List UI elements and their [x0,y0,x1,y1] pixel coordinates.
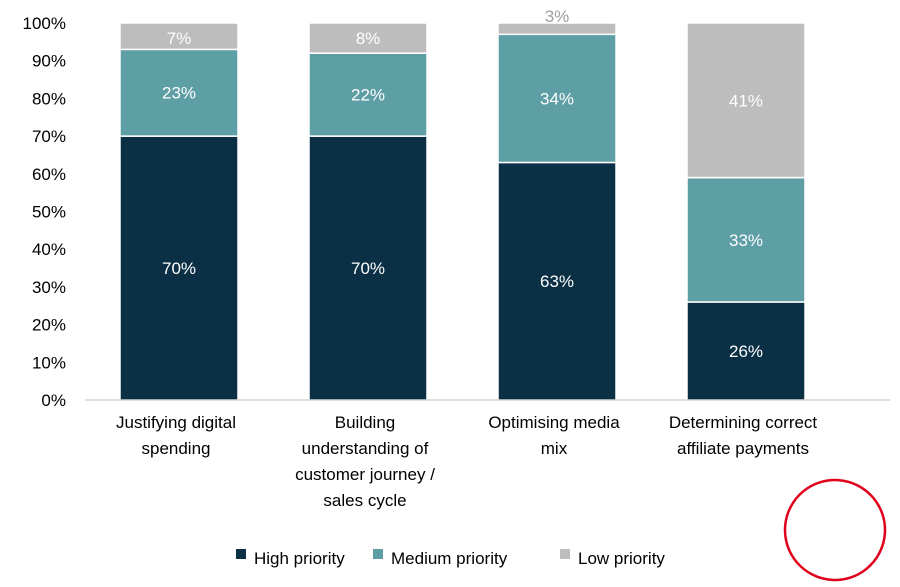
bar-segment-low-priority [497,22,617,36]
bar-segment-high-priority [119,135,239,401]
data-label: 33% [729,231,763,250]
y-tick-label: 40% [32,240,66,259]
y-tick-label: 10% [32,353,66,372]
category-label: affiliate payments [677,439,809,458]
y-tick-label: 60% [32,165,66,184]
y-tick-label: 100% [23,14,66,33]
data-label: 63% [540,272,574,291]
y-tick-label: 50% [32,203,66,222]
category-label: Determining correct [669,413,818,432]
bar-segment-medium-priority [119,48,239,137]
data-label: 3% [545,7,570,26]
y-tick-label: 80% [32,89,66,108]
y-tick-label: 70% [32,127,66,146]
bar-segment-low-priority [686,22,806,179]
data-label: 23% [162,84,196,103]
category-label: Optimising media [488,413,620,432]
logo-ring [783,478,887,582]
data-label: 70% [351,259,385,278]
legend: High priority Medium priority Low priority [236,549,665,568]
bar-segment-high-priority [308,135,428,401]
category-label: Justifying digital [116,413,236,432]
legend-swatch [560,549,570,559]
legend-label: Low priority [578,549,665,568]
bar-segment-low-priority [119,22,239,51]
econsultancy-logo: Econsultancy Achieve Digital Excellence™ [783,478,887,582]
category-label: sales cycle [323,491,406,510]
bar-segment-medium-priority [497,33,617,164]
category-label: understanding of [302,439,429,458]
legend-swatch [236,549,246,559]
bar-segment-medium-priority [686,176,806,303]
category-label: spending [141,439,210,458]
y-tick-label: 20% [32,316,66,335]
bar-segment-medium-priority [308,52,428,137]
legend-label: Medium priority [391,549,508,568]
data-label: 7% [167,29,192,48]
y-tick-label: 30% [32,278,66,297]
bar-segment-low-priority [308,22,428,54]
legend-swatch [373,549,383,559]
category-label: Building [335,413,396,432]
data-label: 22% [351,86,385,105]
data-label: 41% [729,91,763,110]
y-tick-label: 0% [41,391,66,410]
category-label: customer journey / [295,465,435,484]
legend-label: High priority [254,549,345,568]
data-label: 8% [356,29,381,48]
bar-segment-high-priority [686,301,806,401]
data-label: 70% [162,259,196,278]
category-labels: Justifying digital spending Building unders… [116,413,817,510]
y-tick-label: 90% [32,52,66,71]
bars: 70% 23% 7% 70% 22% 8% 63% 34% 3% 26% 33% 41% [85,7,890,401]
category-label: mix [541,439,568,458]
y-axis: 0% 10% 20% 30% 40% 50% 60% 70% 80% 90% 100% [23,14,66,410]
data-label: 34% [540,89,574,108]
data-label: 26% [729,342,763,361]
